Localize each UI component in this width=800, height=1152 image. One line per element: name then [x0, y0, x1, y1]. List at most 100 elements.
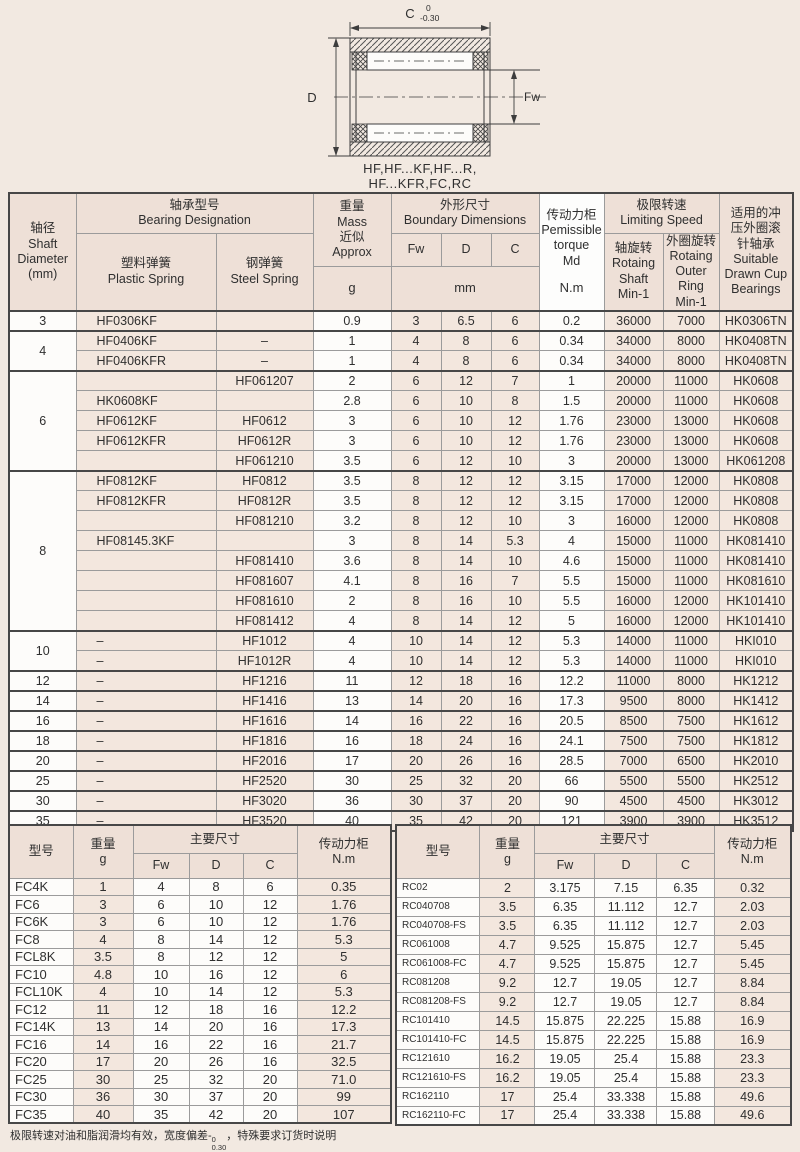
cell-g: 9.2 [479, 972, 536, 993]
cell-c: 16 [490, 709, 540, 732]
cell-nr: 7500 [662, 709, 720, 732]
cell-g: 17 [479, 1105, 536, 1126]
cell-mass: 2 [312, 369, 392, 392]
cell-nr: 11000 [662, 650, 720, 672]
cell-ns: 14000 [603, 650, 664, 672]
cell-torque: 3 [538, 510, 605, 532]
cell-nm: 107 [296, 1105, 392, 1124]
cell-c: 6 [490, 329, 540, 352]
cell-g: 36 [72, 1087, 134, 1106]
cell-hk: HK0808 [718, 469, 794, 492]
cell-d: 14 [440, 610, 492, 632]
cell-torque: 4 [538, 530, 605, 552]
table-row: 14– HF1416 13 14 20 16 17.3 9500 8000 HK1412 [8, 689, 794, 712]
cell-hk: HK101410 [718, 610, 794, 632]
cell-torque: 3 [538, 450, 605, 472]
cell-fw: 8 [390, 490, 442, 512]
cell-mass: 17 [312, 749, 392, 772]
cell-ns: 9500 [603, 689, 664, 712]
cell-c: 15.88 [656, 1105, 715, 1126]
cell-c: 16 [490, 669, 540, 692]
cell-d: 11.112 [594, 915, 658, 936]
cell-fw: 19.05 [534, 1067, 596, 1088]
cell-steel: HF081610 [215, 590, 314, 612]
cell-plastic: – [75, 789, 217, 812]
cell-nr: 11000 [662, 550, 720, 572]
cell-fw: 4 [132, 877, 190, 896]
cell-mass: 3.2 [312, 510, 392, 532]
cell-d: 22.225 [594, 1029, 658, 1050]
cell-model: RC040708-FS [395, 915, 481, 936]
header-shaft-diameter: 轴径 Shaft Diameter (mm) [8, 192, 77, 312]
header-suitable-bearings: 适用的冲 压外圈滚 针轴承 Suitable Drawn Cup Bearing… [718, 192, 794, 312]
cell-g: 17 [479, 1086, 536, 1107]
cell-c: 12.7 [656, 991, 715, 1012]
cell-d: 14 [440, 650, 492, 672]
cell-fw: 8 [390, 510, 442, 532]
cell-c: 15.88 [656, 1010, 715, 1031]
table-row: RC121610 16.2 19.05 25.4 15.88 23.3 [395, 1048, 792, 1069]
cell-model: FC20 [8, 1052, 74, 1071]
cell-nm: 16.9 [713, 1010, 792, 1031]
cell-mass: 3.5 [312, 469, 392, 492]
table-row: – HF1012R 4 10 14 12 5.3 14000 11000 HKI010 [9, 650, 794, 672]
hf-bearing-spec-table: 轴径 Shaft Diameter (mm) 轴承型号 Bearing Desi… [8, 192, 795, 832]
table-row: HK0608KF 2.8 6 10 8 1.5 20000 11000 HK0608 [9, 390, 794, 412]
cell-fw: 8 [390, 590, 442, 612]
cell-fw: 3 [390, 309, 442, 332]
cell-model: FCL10K [8, 982, 74, 1001]
cell-hk: HK0608 [718, 430, 794, 452]
cell-nr: 6500 [662, 749, 720, 772]
cell-steel: HF081412 [215, 610, 314, 632]
cell-d: 37 [188, 1087, 244, 1106]
cell-fw: 16 [390, 709, 442, 732]
cell-c: 12.7 [656, 953, 715, 974]
bearing-springs [351, 51, 489, 143]
cell-c: 16 [242, 1035, 298, 1054]
cell-c: 20 [490, 769, 540, 792]
cell-fw: 10 [390, 629, 442, 652]
cell-model: FC30 [8, 1087, 74, 1106]
cell-d: 6.5 [440, 309, 492, 332]
cell-model: RC081208-FS [395, 991, 481, 1012]
cell-d: 15.875 [594, 934, 658, 955]
cell-c: 7 [490, 369, 540, 392]
cell-d: 20 [188, 1017, 244, 1036]
dimension-c: C 0 -0.30 [349, 4, 491, 36]
shaft-diameter-cell: 30 [8, 789, 77, 812]
cell-c: 15.88 [656, 1086, 715, 1107]
cell-torque: 3.15 [538, 490, 605, 512]
cell-d: 32 [188, 1070, 244, 1089]
table-row: HF061210 3.5 6 12 10 3 20000 13000 HK061208 [9, 450, 794, 472]
cell-g: 4 [72, 982, 134, 1001]
cell-c: 12 [242, 947, 298, 966]
cell-model: FC14K [8, 1017, 74, 1036]
cell-hk: HK0808 [718, 490, 794, 512]
rc-header-c: C [656, 852, 715, 879]
cell-c: 16 [490, 689, 540, 712]
cell-c: 12.7 [656, 896, 715, 917]
cell-d: 37 [440, 789, 492, 812]
cell-model: RC162110 [395, 1086, 481, 1107]
cell-steel: HF0612 [215, 410, 314, 432]
cell-d: 18 [188, 1000, 244, 1019]
cell-fw: 6 [390, 390, 442, 412]
cell-torque: 0.2 [538, 309, 605, 332]
cell-model: FC25 [8, 1070, 74, 1089]
cell-c: 12 [490, 650, 540, 672]
cell-c: 6 [490, 309, 540, 332]
cell-hk: HK0306TN [718, 309, 794, 332]
cell-d: 19.05 [594, 972, 658, 993]
cell-nm: 5.45 [713, 953, 792, 974]
header-mass-unit: g [312, 265, 392, 312]
shaft-diameter-cell: 3 [8, 309, 77, 332]
cell-mass: 2.8 [312, 390, 392, 412]
table-row: FC20 17 20 26 16 32.5 [8, 1052, 392, 1071]
cell-ns: 17000 [603, 490, 664, 512]
cell-mass: 36 [312, 789, 392, 812]
dimension-fw: Fw [438, 69, 540, 125]
table-row: HF0612KFR HF0612R 3 6 10 12 1.76 23000 13000 HK06… [9, 430, 794, 452]
cell-mass: 3.5 [312, 450, 392, 472]
cell-c: 15.88 [656, 1067, 715, 1088]
cell-c: 16 [242, 1017, 298, 1036]
